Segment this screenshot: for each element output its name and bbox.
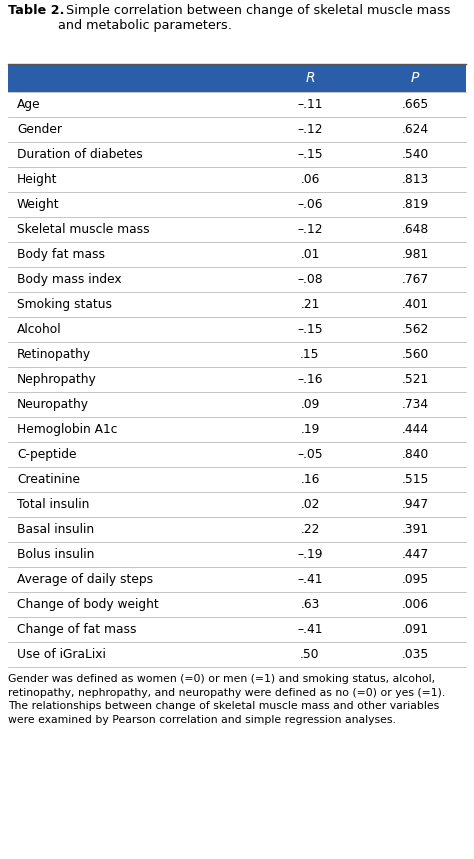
Bar [8,542,466,567]
Text: .01: .01 [301,248,319,261]
Text: –.05: –.05 [297,448,323,461]
Text: .16: .16 [301,473,319,486]
Bar [8,167,466,192]
Text: Weight: Weight [17,198,60,211]
Text: –.15: –.15 [297,323,323,336]
Bar [8,417,466,442]
Text: Smoking status: Smoking status [17,298,112,311]
Text: .50: .50 [300,648,320,661]
Text: Hemoglobin A1c: Hemoglobin A1c [17,423,118,436]
Text: Duration of diabetes: Duration of diabetes [17,148,143,161]
Text: Gender: Gender [17,123,62,136]
Text: .02: .02 [301,498,319,511]
Text: .035: .035 [401,648,428,661]
Text: –.16: –.16 [297,373,323,386]
Text: Creatinine: Creatinine [17,473,80,486]
Bar [8,192,466,217]
Bar [8,242,466,267]
Text: Basal insulin: Basal insulin [17,523,94,536]
Text: .560: .560 [401,348,428,361]
Text: .006: .006 [401,598,428,611]
Bar [8,142,466,167]
Text: Alcohol: Alcohol [17,323,62,336]
Bar [8,617,466,642]
Bar [8,467,466,492]
Text: .665: .665 [401,98,428,111]
Text: .813: .813 [401,173,428,186]
Text: R: R [305,71,315,85]
Text: Retinopathy: Retinopathy [17,348,91,361]
Text: .15: .15 [300,348,320,361]
Text: .22: .22 [301,523,319,536]
Bar [8,217,466,242]
Text: Total insulin: Total insulin [17,498,90,511]
Bar [8,292,466,317]
Text: –.08: –.08 [297,273,323,286]
Text: .63: .63 [301,598,319,611]
Text: .091: .091 [401,623,428,636]
Text: .391: .391 [401,523,428,536]
Text: –.41: –.41 [297,623,323,636]
Text: –.06: –.06 [297,198,323,211]
Bar [8,392,466,417]
Text: .947: .947 [401,498,428,511]
Bar [8,567,466,592]
Text: .401: .401 [401,298,428,311]
Text: Skeletal muscle mass: Skeletal muscle mass [17,223,150,236]
Text: .624: .624 [401,123,428,136]
Text: Change of fat mass: Change of fat mass [17,623,137,636]
Bar [8,492,466,517]
Bar [8,367,466,392]
Bar [8,317,466,342]
Text: Body mass index: Body mass index [17,273,122,286]
Bar [8,117,466,142]
Text: .21: .21 [301,298,319,311]
Bar [8,442,466,467]
Text: Simple correlation between change of skeletal muscle mass
and metabolic paramete: Simple correlation between change of ske… [58,4,450,32]
Text: .447: .447 [401,548,428,561]
Text: Height: Height [17,173,57,186]
Text: Nephropathy: Nephropathy [17,373,97,386]
Bar [8,92,466,117]
Text: P: P [411,71,419,85]
Text: .767: .767 [401,273,428,286]
Text: –.12: –.12 [297,123,323,136]
Text: –.15: –.15 [297,148,323,161]
Text: .819: .819 [401,198,428,211]
Bar [8,517,466,542]
Bar [8,642,466,667]
Text: .562: .562 [401,323,428,336]
Text: .648: .648 [401,223,428,236]
Text: –.19: –.19 [297,548,323,561]
Text: .444: .444 [401,423,428,436]
Text: Neuropathy: Neuropathy [17,398,89,411]
Text: C-peptide: C-peptide [17,448,76,461]
Text: Age: Age [17,98,41,111]
Text: –.11: –.11 [297,98,323,111]
Text: .19: .19 [301,423,319,436]
Text: Use of iGraLixi: Use of iGraLixi [17,648,106,661]
Text: Average of daily steps: Average of daily steps [17,573,153,586]
Text: .095: .095 [401,573,428,586]
Bar [8,342,466,367]
Text: .734: .734 [401,398,428,411]
Bar [8,64,466,92]
Text: .840: .840 [401,448,428,461]
Text: –.41: –.41 [297,573,323,586]
Text: .515: .515 [401,473,428,486]
Text: .09: .09 [301,398,319,411]
Text: Body fat mass: Body fat mass [17,248,105,261]
Text: .540: .540 [401,148,428,161]
Text: .06: .06 [301,173,319,186]
Bar [8,267,466,292]
Text: Gender was defined as women (=0) or men (=1) and smoking status, alcohol,
retino: Gender was defined as women (=0) or men … [8,674,445,725]
Text: .981: .981 [401,248,428,261]
Text: Bolus insulin: Bolus insulin [17,548,94,561]
Text: Table 2.: Table 2. [8,4,64,17]
Bar [8,592,466,617]
Text: Change of body weight: Change of body weight [17,598,159,611]
Text: .521: .521 [401,373,428,386]
Text: –.12: –.12 [297,223,323,236]
